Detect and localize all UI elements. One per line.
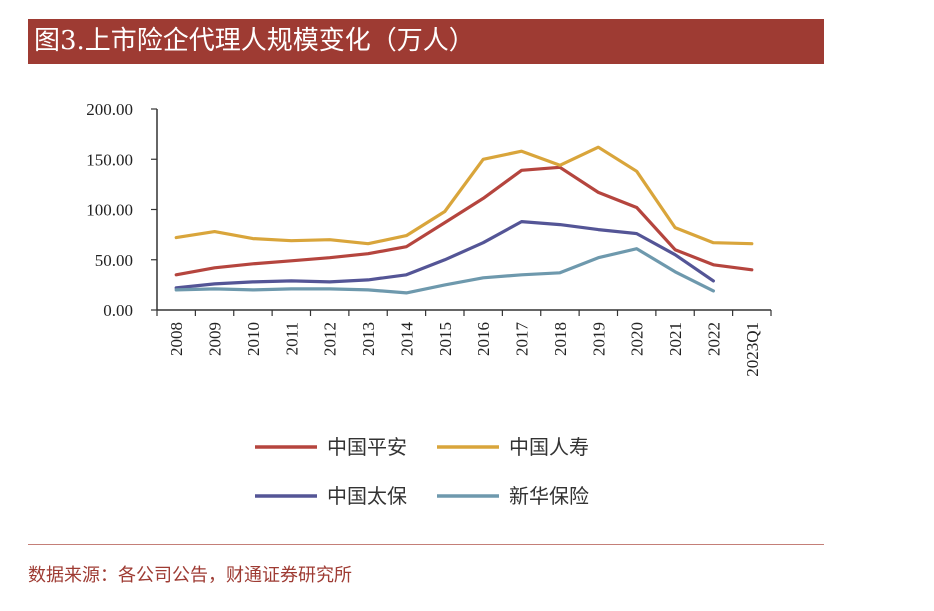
source-note: 数据来源：各公司公告，财通证券研究所 (28, 565, 352, 586)
y-tick-label: 100.00 (86, 201, 133, 220)
series-line-3 (174, 220, 716, 290)
y-tick-label: 0.00 (103, 301, 133, 320)
y-tick-label: 50.00 (95, 251, 133, 270)
x-tick-label: 2021 (666, 322, 685, 356)
x-tick-label: 2015 (436, 322, 455, 356)
x-tick-label: 2023Q1 (743, 322, 762, 377)
series-line-2 (174, 145, 754, 246)
x-tick-label: 2017 (513, 322, 532, 357)
series-line-4 (174, 247, 716, 295)
legend-label: 新华保险 (509, 484, 589, 508)
x-tick-label: 2018 (551, 322, 570, 356)
legend-label: 中国平安 (327, 435, 407, 459)
legend-label: 中国太保 (327, 484, 407, 508)
legend-label: 中国人寿 (509, 435, 589, 459)
source-divider (28, 544, 824, 545)
x-tick-label: 2014 (397, 322, 416, 357)
y-tick-label: 200.00 (86, 100, 133, 119)
x-tick-label: 2016 (474, 322, 493, 356)
x-tick-label: 2019 (589, 322, 608, 356)
x-tick-label: 2008 (167, 322, 186, 356)
x-tick-label: 2013 (359, 322, 378, 356)
x-tick-label: 2020 (628, 322, 647, 356)
series-line-1 (174, 165, 754, 277)
x-tick-label: 2011 (282, 322, 301, 355)
chart-title: 图3.上市险企代理人规模变化（万人） (34, 26, 475, 56)
y-tick-label: 150.00 (86, 150, 133, 169)
x-tick-label: 2010 (244, 322, 263, 356)
x-tick-label: 2009 (206, 322, 225, 356)
x-tick-label: 2022 (704, 322, 723, 356)
x-tick-label: 2012 (321, 322, 340, 356)
title-bar: 图3.上市险企代理人规模变化（万人） (28, 19, 824, 64)
